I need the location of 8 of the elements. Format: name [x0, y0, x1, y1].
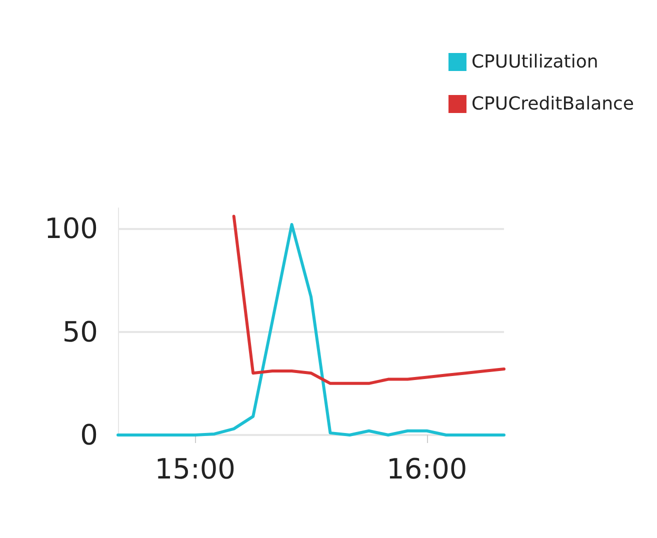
- legend-label: CPUUtilization: [471, 52, 598, 72]
- x-tick-label: 15:00: [154, 452, 236, 486]
- line-series: [232, 214, 506, 385]
- legend-label: CPUCreditBalance: [471, 94, 634, 114]
- y-tick-label: 100: [44, 212, 98, 246]
- y-tick-label: 0: [80, 418, 98, 452]
- x-tick-label: 16:00: [386, 452, 468, 486]
- y-tick-label: 50: [62, 315, 98, 348]
